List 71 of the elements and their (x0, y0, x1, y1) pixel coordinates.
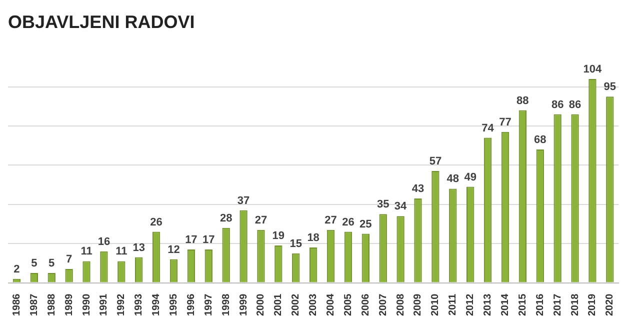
data-label: 86 (551, 98, 564, 111)
data-label: 12 (168, 244, 180, 256)
x-tick-label: 1992 (116, 293, 128, 316)
data-label: 88 (516, 94, 529, 107)
x-tick-label: 2003 (308, 293, 320, 316)
x-tick-label: 2014 (500, 293, 511, 316)
data-label: 57 (429, 156, 442, 168)
data-label: 86 (568, 98, 582, 111)
data-label: 13 (132, 242, 145, 254)
data-label: 27 (324, 214, 337, 226)
x-tick-label: 1998 (220, 293, 232, 316)
x-tick-label: 2004 (326, 293, 337, 316)
data-label: 104 (583, 63, 603, 76)
x-tick-label: 1999 (238, 293, 250, 316)
x-tick-label: 1997 (203, 293, 214, 316)
data-label: 11 (80, 246, 92, 258)
data-label: 37 (237, 194, 250, 207)
x-tick-label: 2011 (448, 293, 459, 316)
data-label: 35 (376, 198, 390, 211)
x-tick-label: 2013 (482, 293, 494, 316)
x-tick-label: 2005 (342, 293, 354, 316)
data-label: 5 (48, 257, 55, 270)
data-label: 68 (534, 134, 546, 146)
data-label: 28 (220, 212, 232, 224)
data-label: 2 (14, 263, 20, 276)
data-label: 43 (412, 183, 424, 196)
x-tick-label: 2017 (552, 293, 564, 316)
data-label: 18 (307, 232, 320, 244)
x-tick-label: 2008 (395, 293, 406, 316)
data-label: 74 (482, 122, 495, 134)
x-tick-label: 2012 (465, 293, 476, 316)
data-label: 25 (360, 218, 372, 230)
x-tick-label: 1988 (46, 293, 58, 316)
data-label: 49 (464, 171, 476, 184)
x-tick-label: 1996 (186, 293, 197, 316)
x-tick-label: 1989 (64, 293, 75, 316)
x-tick-label: 2009 (412, 293, 424, 316)
data-label: 5 (31, 257, 38, 270)
x-tick-label: 2018 (570, 293, 581, 316)
data-label: 17 (202, 234, 215, 246)
data-label: 16 (98, 236, 110, 248)
x-tick-label: 2016 (534, 293, 546, 316)
x-tick-label: 2002 (290, 293, 302, 316)
data-label: 26 (342, 216, 354, 228)
x-tick-label: 2007 (378, 293, 389, 316)
x-tick-label: 2001 (273, 293, 284, 316)
data-label: 48 (446, 173, 460, 186)
data-label: 34 (394, 200, 408, 213)
x-tick-label: 1994 (151, 293, 162, 316)
x-tick-label: 1990 (81, 293, 92, 316)
data-label: 17 (185, 234, 198, 246)
data-label: 15 (290, 238, 302, 250)
chart-title: OBJAVLJENI RADOVI (8, 12, 195, 32)
data-label: 19 (272, 230, 285, 242)
data-label: 95 (604, 81, 616, 94)
x-tick-label: 1986 (11, 293, 22, 316)
data-label: 77 (499, 116, 512, 128)
data-label: 7 (66, 254, 72, 266)
x-tick-label: 1995 (168, 293, 180, 316)
x-tick-label: 2006 (360, 293, 372, 316)
x-tick-label: 1987 (28, 293, 40, 316)
x-tick-label: 2020 (604, 293, 616, 316)
x-tick-label: 2000 (256, 293, 267, 316)
data-label: 27 (254, 214, 268, 226)
data-label: 26 (150, 216, 162, 228)
x-tick-label: 2015 (517, 293, 528, 316)
data-label: 11 (116, 246, 128, 258)
x-tick-label: 1993 (134, 293, 145, 316)
x-tick-label: 2010 (430, 293, 442, 316)
x-tick-label: 2019 (587, 293, 598, 316)
x-tick-label: 1991 (98, 293, 110, 316)
